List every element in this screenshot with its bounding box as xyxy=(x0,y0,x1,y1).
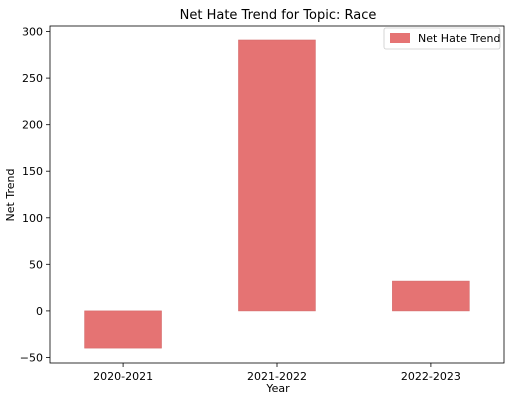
y-tick-label: 300 xyxy=(22,26,43,39)
x-tick-label: 2021-2022 xyxy=(247,370,307,383)
bar-2022-2023 xyxy=(392,280,470,312)
y-tick-label: 0 xyxy=(36,305,43,318)
y-tick-label: 50 xyxy=(29,258,43,271)
legend-box xyxy=(383,27,501,50)
x-tick-label: 2020-2021 xyxy=(93,370,153,383)
bar-2021-2022 xyxy=(238,39,316,312)
y-axis-label: Net Trend xyxy=(4,169,17,222)
x-axis-ticks: 2020-2021 2021-2022 2022-2023 xyxy=(93,363,461,383)
y-axis-ticks: −50 0 50 100 150 200 250 300 xyxy=(20,26,50,364)
y-tick-label: 150 xyxy=(22,165,43,178)
x-axis-label: Year xyxy=(265,382,290,395)
bars-group xyxy=(84,39,470,349)
y-tick-label: 100 xyxy=(22,212,43,225)
x-tick-label: 2022-2023 xyxy=(401,370,461,383)
y-tick-label: −50 xyxy=(20,351,43,364)
legend-swatch xyxy=(390,33,410,43)
y-tick-label: 250 xyxy=(22,72,43,85)
legend: Net Hate Trend xyxy=(383,27,501,50)
chart-title: Net Hate Trend for Topic: Race xyxy=(180,8,377,23)
y-tick-label: 200 xyxy=(22,119,43,132)
bar-2020-2021 xyxy=(84,310,162,349)
legend-label: Net Hate Trend xyxy=(418,32,501,45)
